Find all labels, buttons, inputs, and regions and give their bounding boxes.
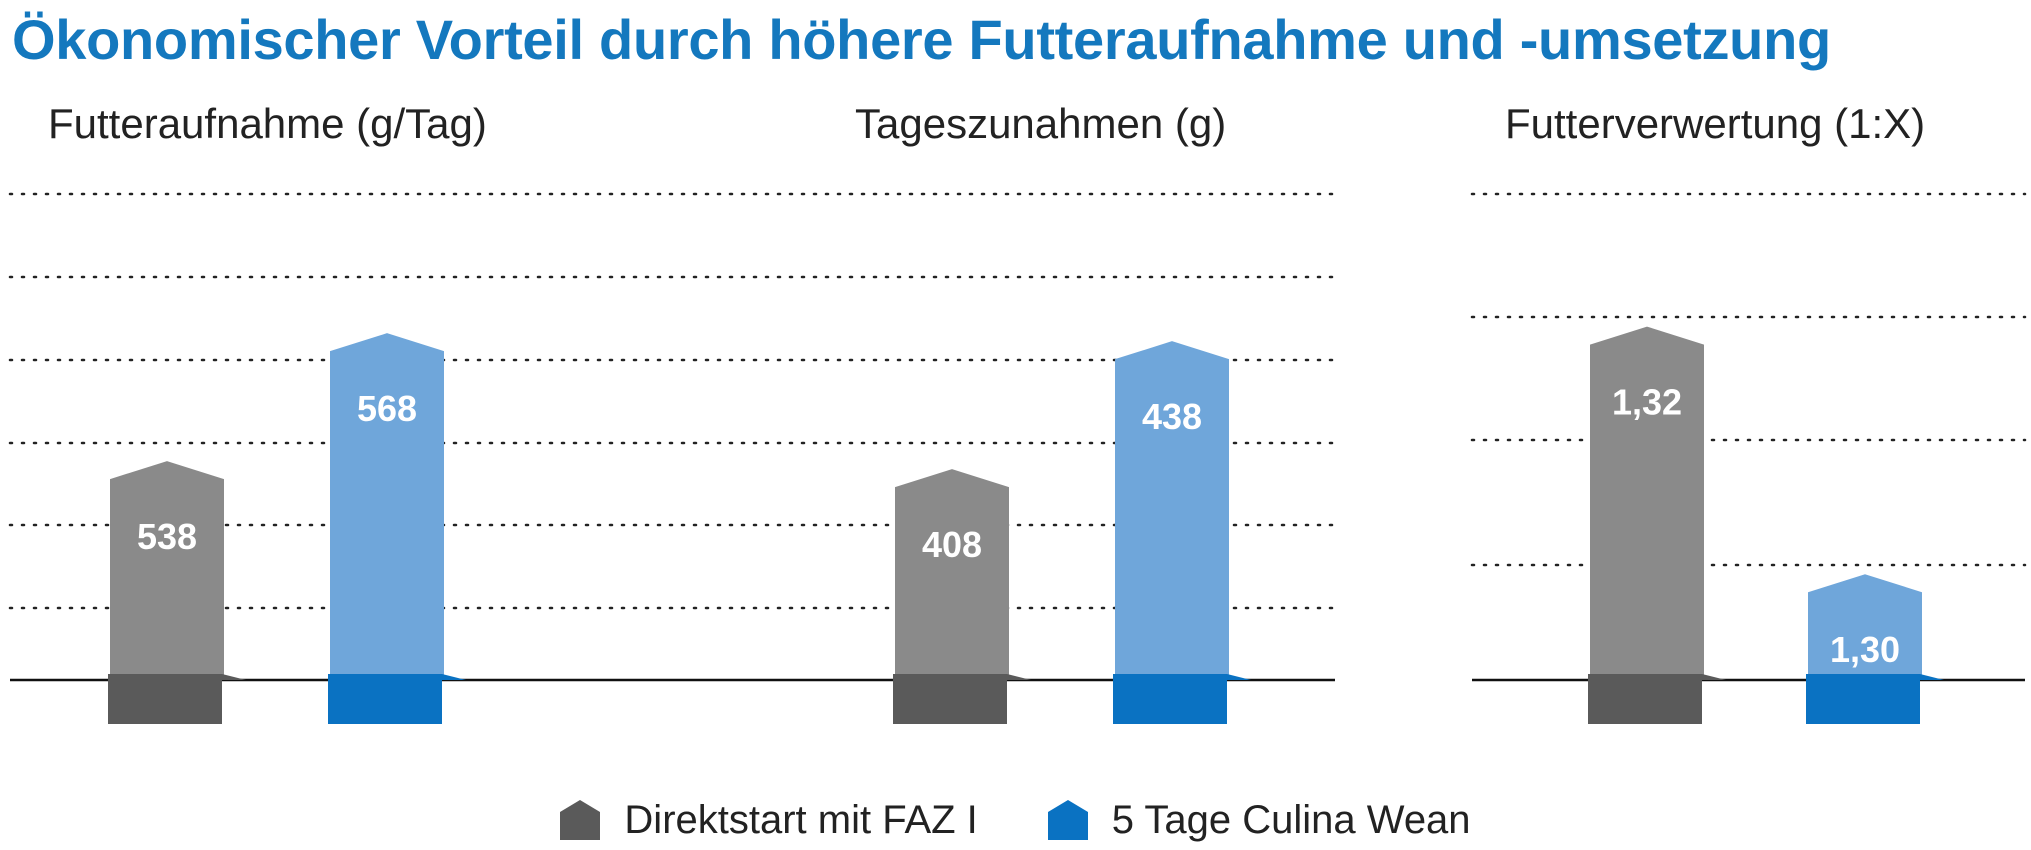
bar-base-1-1: [1113, 674, 1227, 724]
bar-0-0: [110, 461, 224, 680]
bar-notch-1-1: [1227, 674, 1251, 680]
bar-1-1: [1115, 341, 1229, 680]
page-title: Ökonomischer Vorteil durch höhere Futter…: [12, 8, 1831, 71]
data-label-1-0: 408: [922, 524, 982, 565]
legend: Direktstart mit FAZ I 5 Tage Culina Wean: [0, 790, 2031, 850]
data-label-2-1: 1,30: [1830, 629, 1900, 670]
bar-notch-0-0: [222, 674, 246, 680]
data-label-1-1: 438: [1142, 396, 1202, 437]
legend-label-direktstart: Direktstart mit FAZ I: [624, 797, 978, 842]
legend-label-culina-wean: 5 Tage Culina Wean: [1111, 797, 1471, 842]
panel-title-2: Futterverwertung (1:X): [1505, 100, 1925, 147]
charts-area: Futteraufnahme (g/Tag) 538 568 Tageszunahme…: [8, 100, 2027, 724]
bar-notch-2-0: [1702, 674, 1726, 680]
bar-base-0-0: [108, 674, 222, 724]
data-label-0-1: 568: [357, 388, 417, 429]
panel-title-1: Tageszunahmen (g): [855, 100, 1226, 147]
bar-2-0: [1590, 326, 1704, 680]
bar-base-1-0: [893, 674, 1007, 724]
data-label-2-0: 1,32: [1612, 382, 1682, 423]
bar-base-2-1: [1806, 674, 1920, 724]
bar-notch-1-0: [1007, 674, 1031, 680]
legend-item-culina-wean: 5 Tage Culina Wean: [1047, 797, 1471, 843]
legend-item-direktstart: Direktstart mit FAZ I: [560, 797, 978, 843]
bar-0-1: [330, 333, 444, 680]
bar-notch-0-1: [442, 674, 466, 680]
bar-base-0-1: [328, 674, 442, 724]
panel-title-0: Futteraufnahme (g/Tag): [48, 100, 487, 147]
bar-2-1: [1808, 574, 1922, 680]
legend-swatch-direktstart: [560, 800, 601, 840]
bar-1-0: [895, 469, 1009, 680]
bar-base-2-0: [1588, 674, 1702, 724]
legend-swatch-culina-wean: [1047, 800, 1088, 840]
data-label-0-0: 538: [137, 516, 197, 557]
bar-notch-2-1: [1920, 674, 1944, 680]
